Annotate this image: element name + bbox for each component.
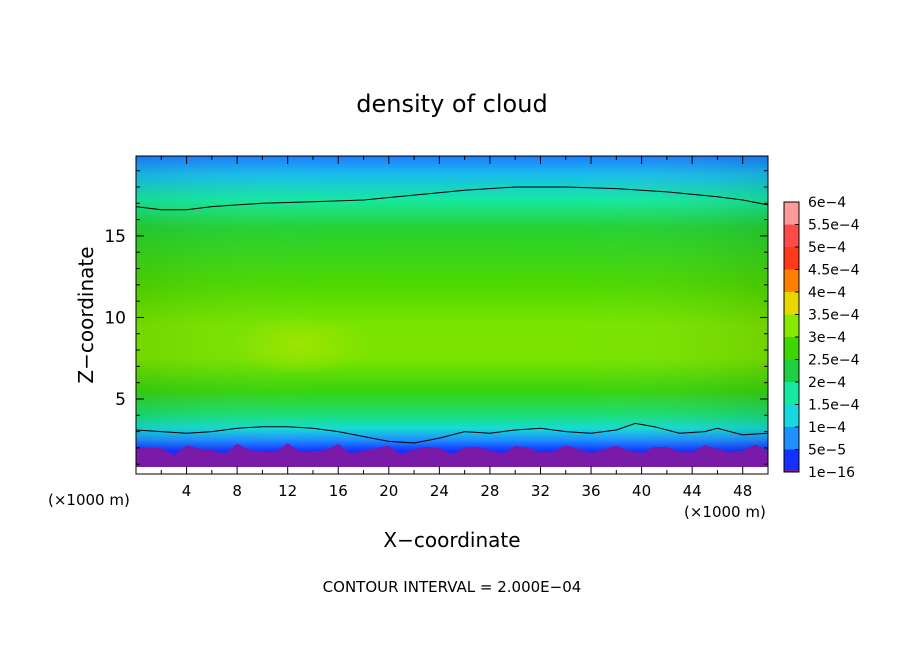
x-tick-label: 36 [581,482,600,500]
cloud-base-fill [136,443,768,467]
y-tick-label: 10 [104,308,126,328]
x-unit-left: (×1000 m) [48,491,130,509]
colorbar-swatch [784,247,799,270]
chart-title: density of cloud [356,90,547,118]
colorbar-swatch [784,427,799,450]
contour-interval-note: CONTOUR INTERVAL = 2.000E−04 [323,578,582,596]
colorbar-swatch-bottom [784,470,799,472]
x-tick-label: 24 [430,482,449,500]
colorbar-label: 5e−4 [808,240,846,256]
colorbar-label: 1e−16 [808,465,855,481]
x-tick-label: 20 [379,482,398,500]
colorbar-label: 3.5e−4 [808,308,860,324]
x-tick-label: 28 [480,482,499,500]
colorbar-swatch [784,359,799,382]
colorbar-swatch [784,224,799,247]
colorbar-label: 1.5e−4 [808,398,860,414]
plot-area [136,156,768,474]
upper-contour-line [136,186,768,211]
x-tick-label: 12 [278,482,297,500]
colorbar-swatch [784,314,799,337]
colorbar-swatch [784,269,799,292]
colorbar-label: 1e−4 [808,420,846,436]
colorbar-swatch [784,404,799,427]
colorbar: 6e−4 5.5e−4 5e−4 4.5e−4 4e−4 3.5e−4 3e−4 2.5e−4… [783,195,860,481]
colorbar-swatch [784,449,799,472]
plot-frame [135,155,769,475]
colorbar-label: 6e−4 [808,195,846,211]
x-axis-label: X−coordinate [383,528,520,552]
colorbar-label: 3e−4 [808,330,846,346]
y-tick-label: 5 [115,390,126,410]
x-axis: 4 8 12 16 20 24 28 32 36 40 44 48 [160,156,752,500]
lower-contour-line [136,422,768,444]
colorbar-label: 4e−4 [808,285,846,301]
x-tick-label: 4 [182,482,192,500]
side-shading [136,156,768,474]
colorbar-swatch [784,292,799,315]
y-tick-label: 15 [104,227,126,247]
x-tick-label: 48 [733,482,752,500]
x-tick-label: 32 [531,482,550,500]
colorbar-label: 4.5e−4 [808,263,860,279]
colorbar-label: 2.5e−4 [808,353,860,369]
colorbar-label: 2e−4 [808,375,846,391]
y-axis-label: Z−coordinate [74,246,98,383]
cloud-base-layer [136,443,768,474]
x-unit-right: (×1000 m) [684,503,766,521]
colorbar-frame [783,201,800,473]
x-tick-label: 40 [632,482,651,500]
y-axis: 5 10 15 [104,170,768,465]
colorbar-label: 5e−5 [808,443,846,459]
colorbar-label: 5.5e−4 [808,218,860,234]
x-tick-label: 8 [232,482,242,500]
x-tick-label: 44 [683,482,702,500]
x-tick-label: 16 [329,482,348,500]
colorbar-swatch [784,202,799,225]
colorbar-swatch [784,337,799,360]
colorbar-swatch [784,382,799,405]
